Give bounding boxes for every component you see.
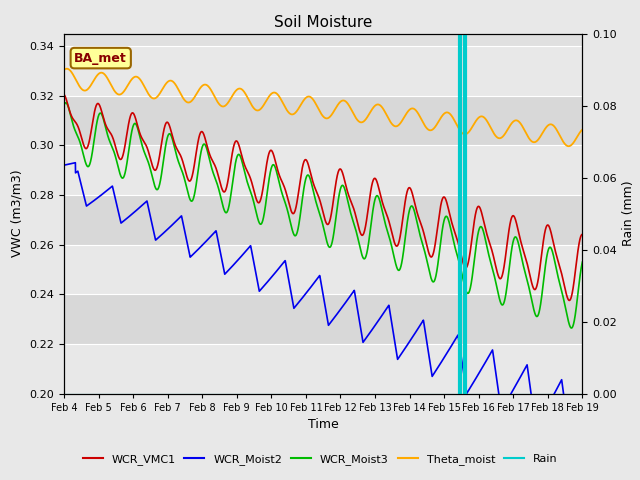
Bar: [64, 145, 582, 195]
Bar: [64, 195, 582, 245]
Y-axis label: VWC (m3/m3): VWC (m3/m3): [11, 170, 24, 257]
Legend: WCR_VMC1, WCR_Moist2, WCR_Moist3, Theta_moist, Rain: WCR_VMC1, WCR_Moist2, WCR_Moist3, Theta_…: [78, 450, 562, 469]
X-axis label: Time: Time: [308, 418, 339, 431]
Bar: [64, 96, 582, 145]
Bar: [64, 344, 582, 394]
Y-axis label: Rain (mm): Rain (mm): [623, 181, 636, 246]
Text: BA_met: BA_met: [74, 51, 127, 65]
Bar: [64, 46, 582, 96]
Bar: [64, 245, 582, 294]
Bar: [64, 294, 582, 344]
Title: Soil Moisture: Soil Moisture: [274, 15, 372, 30]
